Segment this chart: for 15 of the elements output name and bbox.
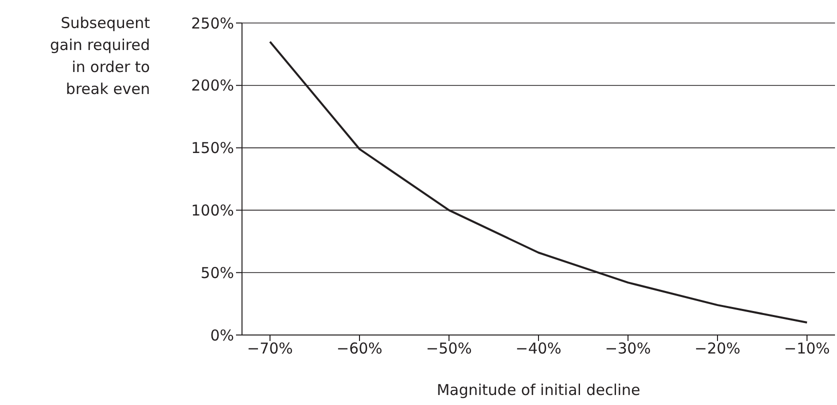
y-tick-label: 250% (191, 14, 234, 32)
x-tick-label: −30% (605, 340, 651, 358)
x-tick-label: −10% (784, 340, 830, 358)
x-tick-label: −70% (247, 340, 293, 358)
y-tick-label: 50% (200, 264, 234, 282)
x-tick-label: −40% (516, 340, 562, 358)
x-axis-title: Magnitude of initial decline (436, 381, 640, 399)
y-axis-title: Subsequent gain required in order to break even (48, 13, 150, 100)
x-tick-label: −20% (694, 340, 740, 358)
x-tick-label: −60% (336, 340, 382, 358)
y-tick-label: 0% (210, 326, 234, 344)
x-tick-label: −50% (426, 340, 472, 358)
y-tick-label: 100% (191, 202, 234, 220)
y-tick-label: 150% (191, 139, 234, 158)
y-tick-label: 200% (191, 76, 234, 95)
